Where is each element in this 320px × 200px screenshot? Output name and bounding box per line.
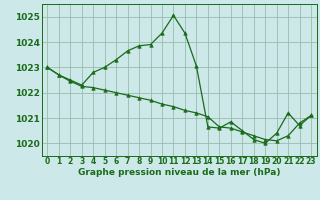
X-axis label: Graphe pression niveau de la mer (hPa): Graphe pression niveau de la mer (hPa) xyxy=(78,168,280,177)
